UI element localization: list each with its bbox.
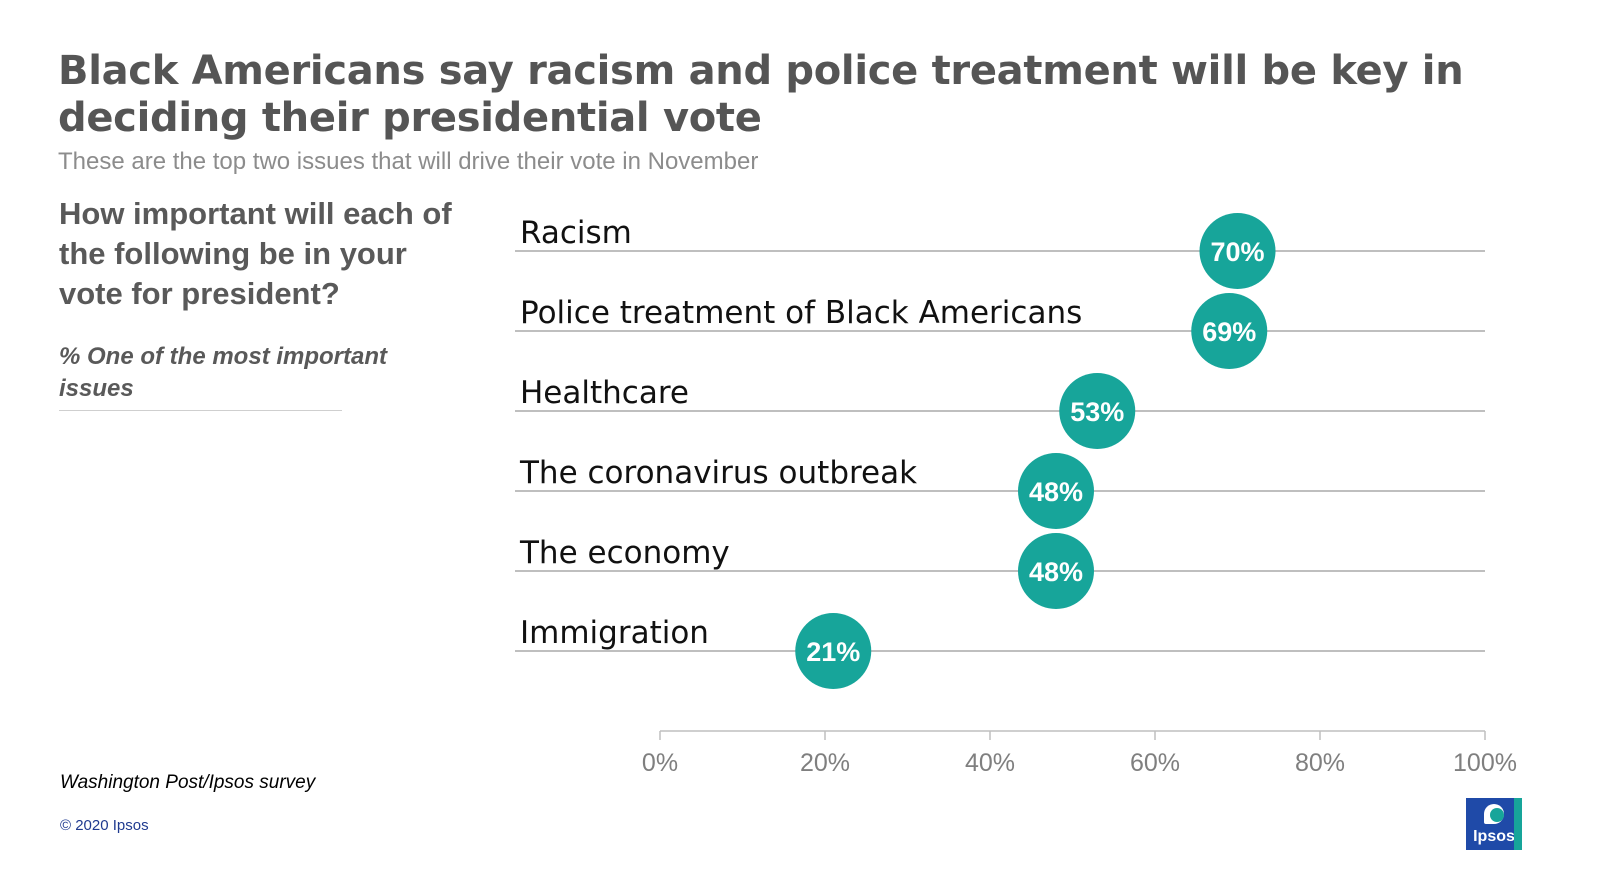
- data-point: [1018, 533, 1094, 609]
- data-point: [795, 613, 872, 689]
- x-tick-label: 80%: [1295, 749, 1345, 777]
- copyright-note: © 2020 Ipsos: [60, 817, 149, 834]
- logo-mark-dot-icon: [1490, 808, 1504, 822]
- x-tick-label: 20%: [800, 749, 850, 777]
- measure-divider: [59, 410, 342, 411]
- category-label: The economy: [519, 535, 730, 571]
- data-point: [1059, 373, 1136, 449]
- logo-accent: [1514, 798, 1522, 850]
- measure-label: % One of the most important issues: [59, 343, 388, 402]
- data-label: 70%: [1210, 237, 1264, 267]
- category-label: Racism: [520, 215, 632, 251]
- x-tick-label: 60%: [1130, 749, 1180, 777]
- data-label: 53%: [1070, 397, 1124, 427]
- data-point: [1191, 293, 1268, 369]
- x-tick-label: 0%: [642, 749, 678, 777]
- category-label: Police treatment of Black Americans: [520, 295, 1082, 331]
- data-label: 21%: [806, 637, 860, 667]
- survey-question: How important will each of the following…: [59, 196, 452, 311]
- chart-subtitle: These are the top two issues that will d…: [58, 148, 759, 175]
- data-label: 48%: [1029, 557, 1083, 587]
- source-note: Washington Post/Ipsos survey: [60, 772, 316, 793]
- ipsos-logo: Ipsos: [1466, 798, 1522, 850]
- data-point: [1199, 213, 1276, 289]
- data-label: 69%: [1202, 317, 1256, 347]
- x-tick-label: 40%: [965, 749, 1015, 777]
- x-tick-label: 100%: [1453, 749, 1517, 777]
- data-label: 48%: [1029, 477, 1083, 507]
- logo-wordmark: Ipsos: [1473, 828, 1515, 845]
- category-label: The coronavirus outbreak: [519, 455, 917, 491]
- category-label: Immigration: [520, 615, 709, 651]
- chart-title: Black Americans say racism and police tr…: [58, 48, 1464, 141]
- category-label: Healthcare: [520, 375, 689, 411]
- data-point: [1018, 453, 1094, 529]
